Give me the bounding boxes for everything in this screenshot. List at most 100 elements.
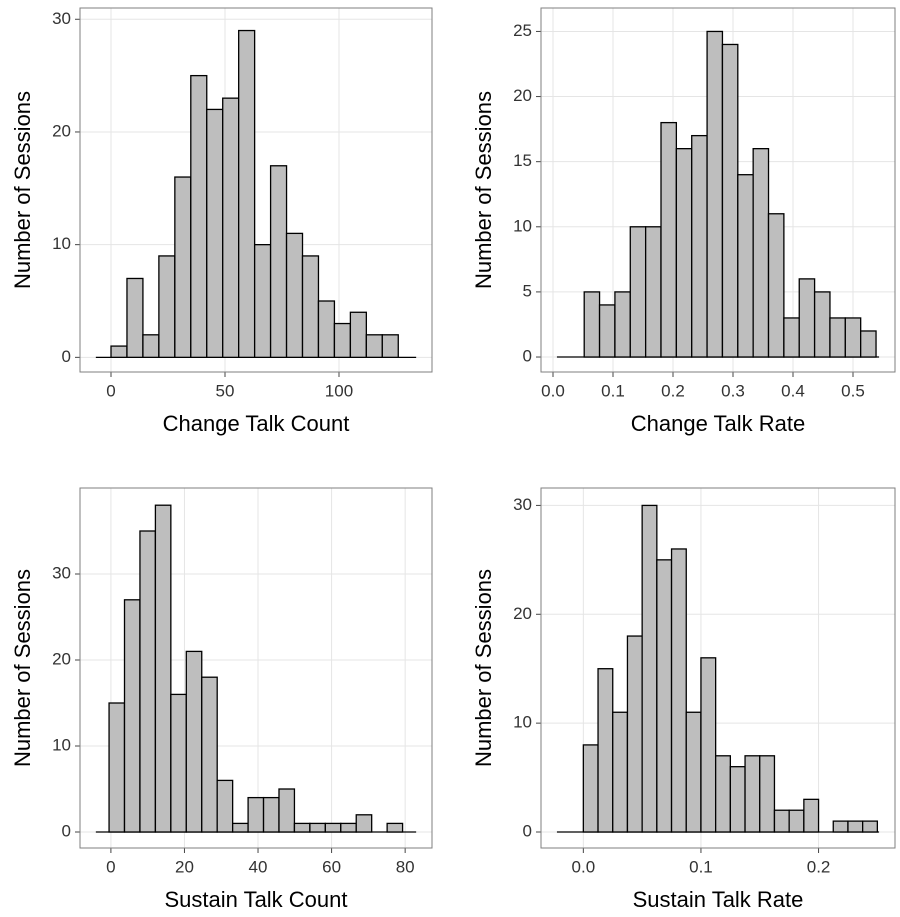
x-axis-title: Change Talk Count [163, 411, 350, 436]
bar [238, 29, 256, 358]
bar [670, 548, 687, 833]
bar [737, 174, 754, 358]
bar [340, 822, 357, 833]
x-tick-label: 60 [322, 857, 341, 876]
bar [656, 559, 673, 833]
x-tick-label: 50 [216, 381, 235, 400]
bar [813, 291, 831, 358]
bar [641, 504, 658, 833]
x-tick-label: 0.4 [781, 381, 805, 400]
plot-frame [79, 7, 433, 373]
x-tick-label: 20 [175, 857, 194, 876]
bar [206, 108, 224, 358]
bar [744, 755, 761, 833]
bar [278, 788, 296, 833]
x-tick-label: 0.1 [601, 381, 625, 400]
bar [660, 121, 678, 358]
bar [126, 277, 144, 358]
bar [612, 711, 629, 833]
bar [729, 766, 746, 833]
bar [629, 226, 647, 358]
y-tick-label: 30 [52, 563, 71, 582]
bar [154, 504, 172, 833]
bar [752, 148, 770, 358]
y-tick-label: 10 [52, 234, 71, 253]
y-tick-label: 10 [513, 216, 532, 235]
bar [110, 345, 128, 358]
plot-frame [540, 7, 896, 373]
bar [262, 796, 280, 833]
bar [798, 278, 816, 358]
y-tick-label: 15 [513, 151, 532, 170]
x-tick-label: 100 [325, 381, 353, 400]
x-tick-label: 0 [106, 857, 115, 876]
bar [844, 317, 862, 358]
bar [706, 30, 724, 358]
panel: 0 10 20 30 0 50 100 Change Talk Count Number of … [10, 7, 433, 436]
y-tick-label: 0 [523, 347, 532, 366]
bar [170, 693, 187, 833]
y-tick-label: 0 [523, 821, 532, 840]
bar [301, 255, 320, 358]
bar [139, 530, 157, 833]
bar [583, 291, 601, 358]
panel: 0 5 10 15 20 25 0.0 0.1 0.2 0.3 0.4 0.5 Change Talk … [471, 7, 896, 436]
bar [222, 97, 240, 358]
x-axis-title: Sustain Talk Count [164, 887, 347, 912]
x-axis-title: Sustain Talk Rate [633, 887, 804, 912]
bar [253, 244, 272, 358]
y-tick-label: 20 [52, 649, 71, 668]
plot-frame [540, 487, 896, 849]
bar [190, 74, 208, 358]
bar [317, 300, 336, 358]
bar [174, 176, 192, 358]
y-tick-label: 20 [513, 604, 532, 623]
y-tick-label: 20 [52, 121, 71, 140]
y-axis-title: Number of Sessions [10, 569, 35, 767]
bar [773, 809, 790, 833]
bar [333, 322, 352, 358]
bar [247, 796, 265, 833]
y-tick-label: 5 [523, 281, 532, 300]
bar [759, 755, 776, 833]
y-axis-title: Number of Sessions [10, 91, 35, 289]
panel: 0 10 20 30 0 20 40 60 80 Sustain Talk Count Number… [10, 487, 433, 912]
x-tick-label: 40 [249, 857, 268, 876]
x-tick-label: 0.2 [807, 857, 831, 876]
bar [675, 148, 693, 358]
y-tick-label: 0 [62, 347, 71, 366]
bar [614, 291, 631, 358]
bar [216, 779, 234, 833]
bar [700, 657, 717, 833]
x-tick-label: 80 [396, 857, 415, 876]
y-tick-label: 30 [513, 495, 532, 514]
bar [597, 668, 614, 833]
bar [862, 820, 879, 833]
bar [185, 650, 203, 833]
bar [309, 822, 326, 833]
bar [644, 226, 662, 358]
y-axis-title: Number of Sessions [471, 569, 496, 767]
bar [349, 311, 367, 358]
bar [721, 43, 739, 358]
bar [847, 820, 864, 833]
bar [598, 304, 616, 358]
bar [860, 330, 877, 358]
bar [788, 809, 805, 833]
x-tick-label: 0.0 [541, 381, 565, 400]
y-tick-label: 0 [62, 821, 71, 840]
bar [829, 317, 846, 358]
bar [324, 822, 342, 833]
bar [365, 334, 383, 358]
x-axis-title: Change Talk Rate [631, 411, 806, 436]
x-tick-label: 0 [106, 381, 115, 400]
y-tick-label: 25 [513, 21, 532, 40]
bar [803, 798, 820, 833]
bar [783, 317, 800, 358]
bar [626, 635, 643, 833]
bar [381, 334, 399, 358]
bar [685, 711, 702, 833]
bar [582, 744, 599, 833]
